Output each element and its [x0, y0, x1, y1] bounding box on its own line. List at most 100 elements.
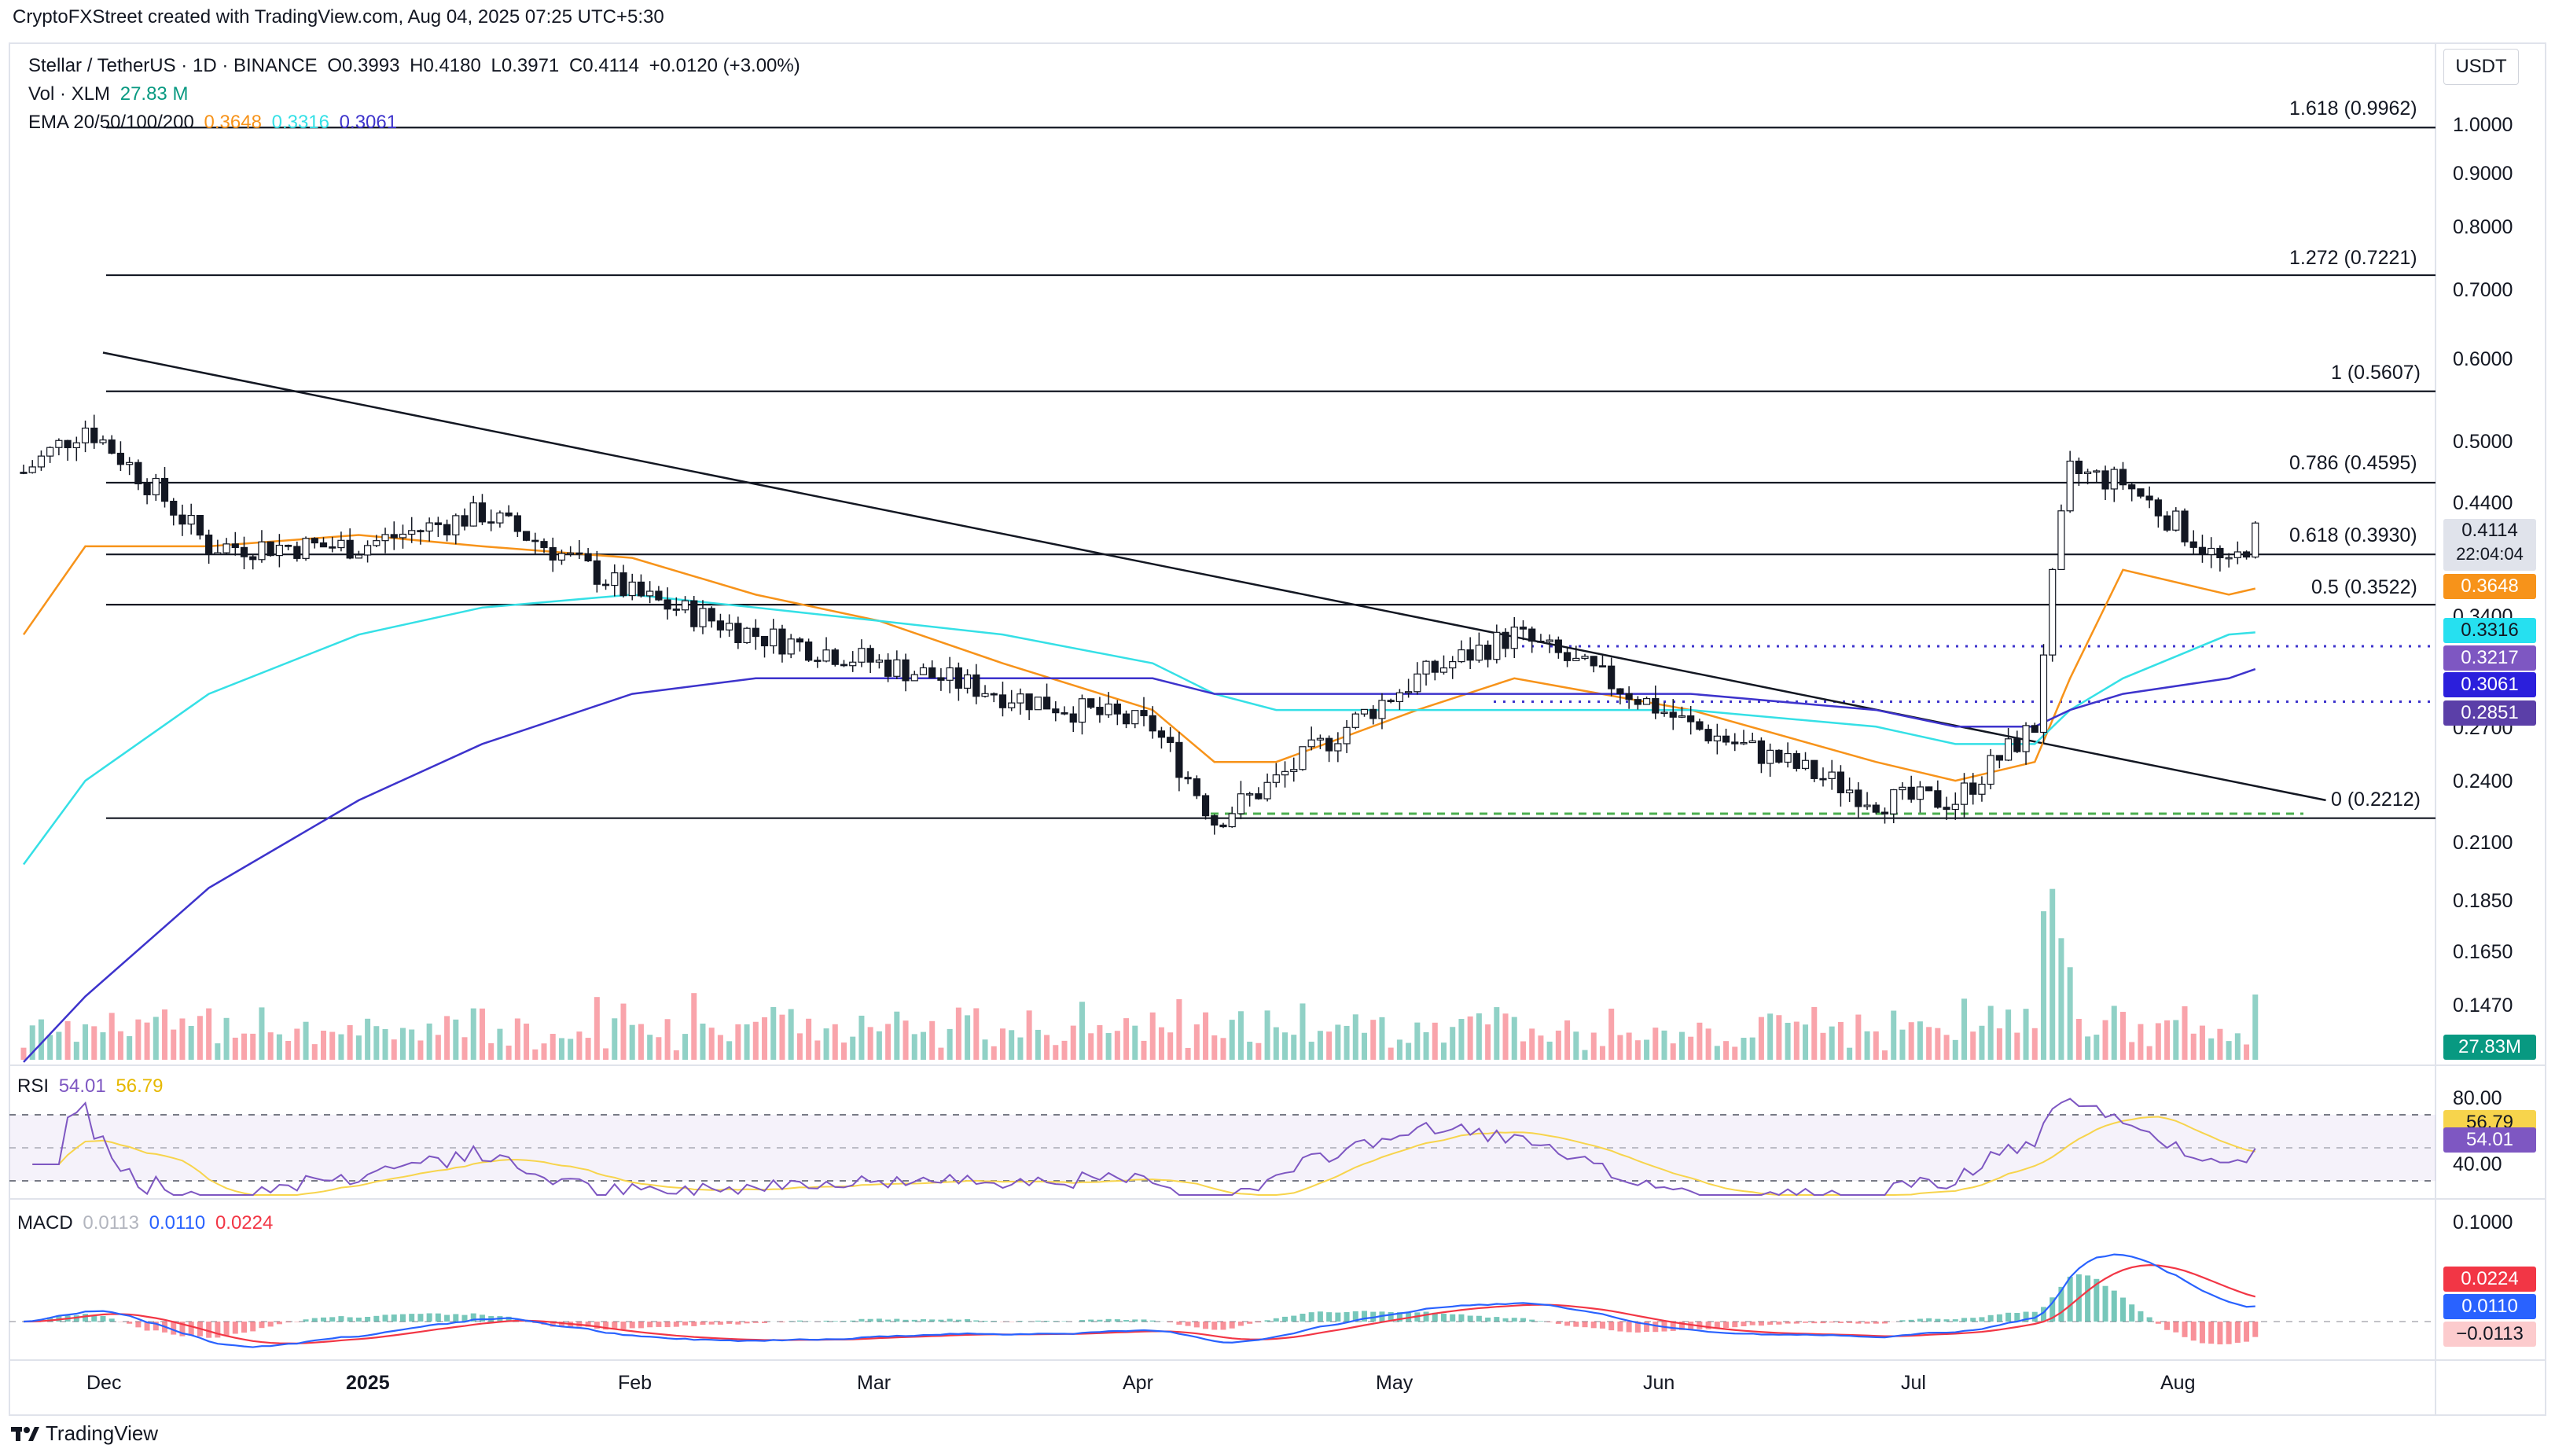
volume-bar	[1335, 1024, 1341, 1060]
candle-body	[893, 659, 901, 677]
candle-body	[1836, 771, 1845, 793]
candle-body	[1537, 640, 1545, 643]
candle-body	[2189, 541, 2197, 548]
macd-histogram-bar	[135, 1322, 142, 1328]
currency-button[interactable]: USDT	[2443, 49, 2519, 85]
volume-bars	[20, 888, 2259, 1060]
candle-body	[2049, 568, 2057, 656]
macd-histogram-bar	[461, 1314, 468, 1322]
candle-body	[2005, 738, 2013, 761]
ema-line-ema-100	[22, 594, 2255, 866]
volume-bar	[1803, 1024, 1809, 1060]
candle-body	[1025, 693, 1033, 711]
candle-body	[2154, 499, 2162, 517]
candle-body	[734, 623, 742, 644]
volume-bar	[1899, 1029, 1906, 1060]
tradingview-footer[interactable]: TradingView	[11, 1421, 158, 1446]
volume-bar	[162, 1009, 168, 1060]
volume-bar	[1935, 1028, 1941, 1060]
candle-body	[1211, 815, 1219, 826]
macd-histogram-bar	[1476, 1315, 1482, 1322]
volume-bar	[2234, 1033, 2241, 1060]
volume-bar	[814, 1040, 821, 1060]
volume-bar	[568, 1039, 574, 1060]
volume-bar	[1406, 1042, 1412, 1060]
macd-histogram-bar	[1308, 1312, 1314, 1322]
candle-body	[1960, 782, 1969, 805]
macd-histogram-bar	[929, 1319, 936, 1322]
ohlc-open-label: O	[327, 55, 343, 76]
volume-bar	[1608, 1008, 1615, 1060]
volume-bar	[355, 1035, 362, 1060]
ema200-badge: 0.3061	[2443, 672, 2536, 697]
price-tick: 0.9000	[2453, 163, 2513, 185]
fib-label: 0.618 (0.3930)	[2289, 524, 2417, 546]
candle-body	[849, 661, 857, 667]
volume-bar	[2031, 1028, 2038, 1060]
volume-bar	[320, 1030, 326, 1060]
candle-body	[840, 664, 848, 667]
volume-bar	[497, 1028, 503, 1060]
volume-bar	[20, 1047, 27, 1060]
candle-body	[1713, 735, 1721, 741]
macd-histogram-bar	[1652, 1322, 1659, 1333]
candle-body	[487, 521, 495, 524]
candle-body	[381, 534, 389, 542]
tradingview-brand: TradingView	[46, 1421, 159, 1445]
macd-histogram-bar	[1317, 1311, 1323, 1322]
candle-body	[99, 439, 107, 443]
candle-body	[2216, 547, 2224, 559]
volume-bar	[1167, 1032, 1174, 1060]
candle-body	[1863, 804, 1871, 807]
macd-histogram-bar	[647, 1322, 653, 1328]
macd-histogram-bar	[1053, 1321, 1059, 1322]
candle-body	[46, 447, 54, 457]
volume-bar	[532, 1049, 539, 1060]
macd-histogram-bar	[1432, 1312, 1438, 1322]
macd-histogram-bar	[2014, 1313, 2020, 1322]
price-tick: 0.6000	[2453, 348, 2513, 370]
candle-body	[1201, 795, 1210, 817]
macd-histogram-bar	[1811, 1322, 1818, 1324]
macd-histogram-bar	[700, 1322, 706, 1325]
macd-histogram-bar	[1440, 1313, 1447, 1322]
candle-body	[1642, 697, 1651, 705]
candle-body	[937, 677, 945, 681]
candle-body	[417, 530, 425, 532]
level-badge-b: 0.2851	[2443, 700, 2536, 726]
candle-body	[1934, 790, 1942, 808]
volume-bar	[1352, 1014, 1358, 1060]
macd-signal-badge: −0.0113	[2443, 1322, 2536, 1347]
candle-body	[1907, 786, 1915, 800]
candle-body	[1378, 700, 1386, 719]
volume-bar	[1237, 1011, 1244, 1060]
macd-histogram-bar	[329, 1317, 336, 1322]
candle-body	[716, 620, 725, 631]
candle-body	[2031, 725, 2038, 734]
price-tick: 1.0000	[2453, 114, 2513, 136]
candle-body	[425, 522, 433, 532]
candle-body	[1042, 697, 1051, 710]
volume-bar	[2129, 1042, 2135, 1060]
candle-body	[2163, 515, 2171, 531]
macd-histogram-bar	[1502, 1318, 1509, 1322]
candle-body	[928, 667, 936, 678]
candle-body	[778, 628, 786, 655]
candle-body	[1167, 737, 1175, 744]
volume-bar	[920, 1031, 926, 1060]
volume-bar	[1502, 1013, 1509, 1060]
volume-bar	[1952, 1039, 1958, 1060]
volume-bar	[1970, 1031, 1976, 1060]
candle-body	[601, 583, 610, 586]
ema-line-ema-200	[23, 667, 2256, 1063]
candle-body	[822, 649, 830, 662]
candle-body	[267, 541, 274, 557]
volume-bar	[1546, 1041, 1553, 1060]
volume-bar	[373, 1026, 380, 1060]
volume-bar	[1582, 1050, 1588, 1060]
candle-body	[1678, 715, 1686, 718]
macd-histogram-bar	[1996, 1314, 2002, 1322]
volume-bar	[117, 1031, 123, 1060]
macd-histogram-bar	[982, 1320, 988, 1322]
